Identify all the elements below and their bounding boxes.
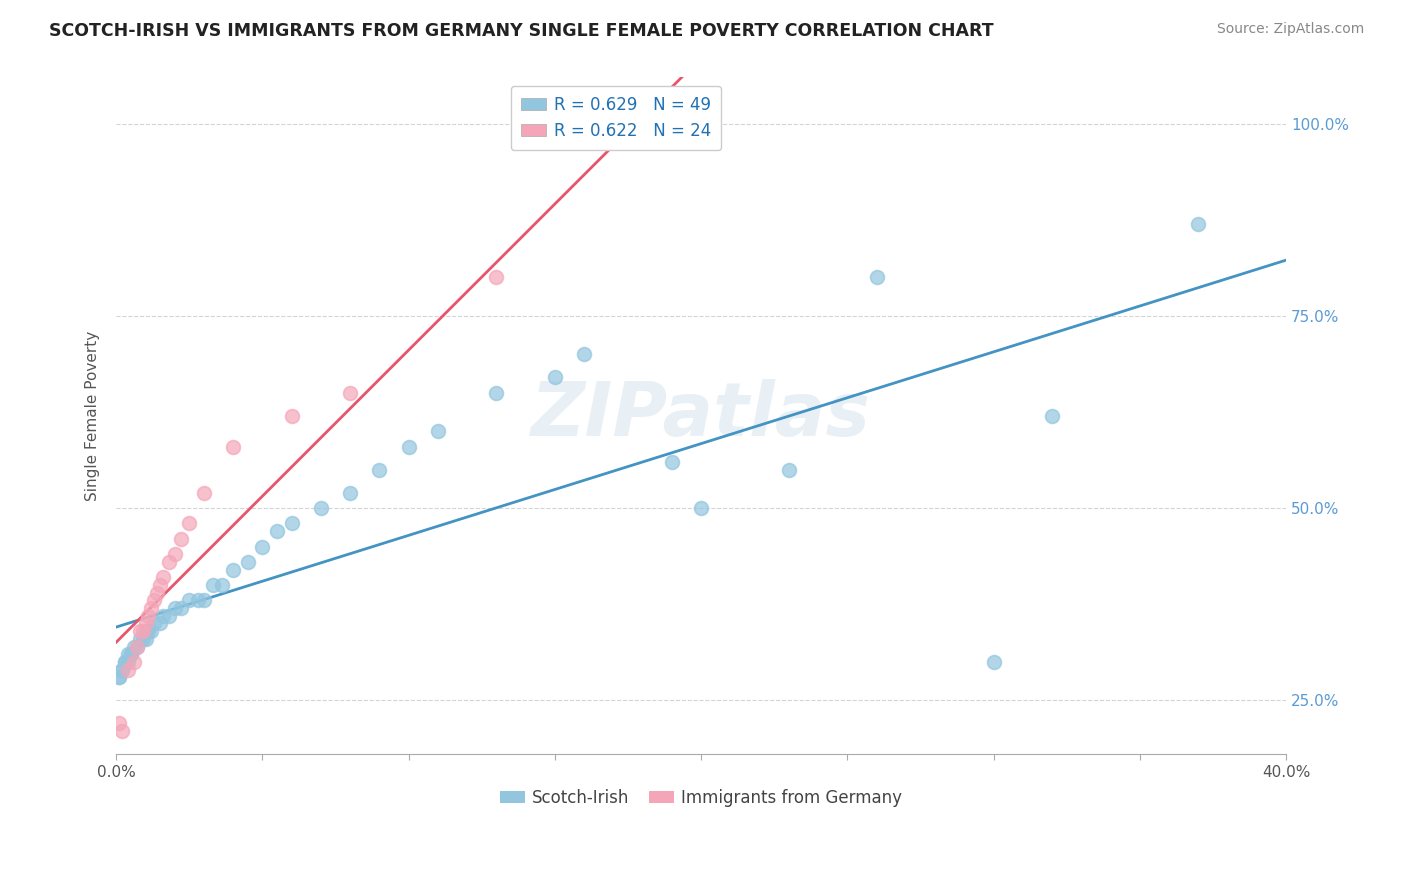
Point <box>187 593 209 607</box>
Y-axis label: Single Female Poverty: Single Female Poverty <box>86 331 100 501</box>
Point <box>179 516 201 531</box>
Point <box>122 655 145 669</box>
Point <box>201 578 224 592</box>
Point <box>138 608 160 623</box>
Point <box>266 524 288 538</box>
Point <box>661 455 683 469</box>
Point <box>222 563 245 577</box>
Point <box>157 555 180 569</box>
Point <box>125 640 148 654</box>
Point <box>572 347 595 361</box>
Point <box>149 616 172 631</box>
Point <box>1040 409 1063 423</box>
Point <box>236 555 259 569</box>
Point <box>222 440 245 454</box>
Point <box>134 616 156 631</box>
Point <box>193 485 215 500</box>
Legend: Scotch-Irish, Immigrants from Germany: Scotch-Irish, Immigrants from Germany <box>494 782 908 814</box>
Point <box>163 547 186 561</box>
Point <box>120 647 142 661</box>
Point <box>149 578 172 592</box>
Point <box>134 632 156 646</box>
Point <box>163 601 186 615</box>
Point <box>193 593 215 607</box>
Point <box>111 663 134 677</box>
Point <box>138 624 160 639</box>
Point <box>131 624 153 639</box>
Point <box>368 463 391 477</box>
Point <box>865 270 887 285</box>
Point <box>280 409 302 423</box>
Point <box>117 655 139 669</box>
Point <box>143 616 166 631</box>
Point <box>778 463 800 477</box>
Point <box>131 632 153 646</box>
Point <box>117 647 139 661</box>
Point <box>211 578 233 592</box>
Point <box>111 663 134 677</box>
Point <box>339 485 361 500</box>
Point <box>426 424 449 438</box>
Point <box>120 647 142 661</box>
Point <box>485 385 508 400</box>
Point <box>108 716 131 731</box>
Point <box>169 601 191 615</box>
Text: SCOTCH-IRISH VS IMMIGRANTS FROM GERMANY SINGLE FEMALE POVERTY CORRELATION CHART: SCOTCH-IRISH VS IMMIGRANTS FROM GERMANY … <box>49 22 994 40</box>
Point <box>152 608 174 623</box>
Point <box>111 724 134 739</box>
Point <box>485 270 508 285</box>
Point <box>143 593 166 607</box>
Point <box>157 608 180 623</box>
Point <box>1187 217 1209 231</box>
Point <box>122 640 145 654</box>
Point <box>661 132 683 146</box>
Point <box>983 655 1005 669</box>
Point <box>339 385 361 400</box>
Point <box>128 624 150 639</box>
Point <box>309 501 332 516</box>
Point <box>179 593 201 607</box>
Point <box>280 516 302 531</box>
Point <box>398 440 420 454</box>
Point <box>108 670 131 684</box>
Point <box>252 540 274 554</box>
Text: ZIPatlas: ZIPatlas <box>531 379 872 452</box>
Point <box>146 585 169 599</box>
Point <box>117 663 139 677</box>
Point <box>134 624 156 639</box>
Point <box>114 655 136 669</box>
Point <box>544 370 567 384</box>
Point <box>690 501 713 516</box>
Point <box>125 640 148 654</box>
Point <box>152 570 174 584</box>
Point <box>114 655 136 669</box>
Point <box>169 532 191 546</box>
Point <box>108 670 131 684</box>
Text: Source: ZipAtlas.com: Source: ZipAtlas.com <box>1216 22 1364 37</box>
Point <box>141 624 163 639</box>
Point <box>141 601 163 615</box>
Point <box>128 632 150 646</box>
